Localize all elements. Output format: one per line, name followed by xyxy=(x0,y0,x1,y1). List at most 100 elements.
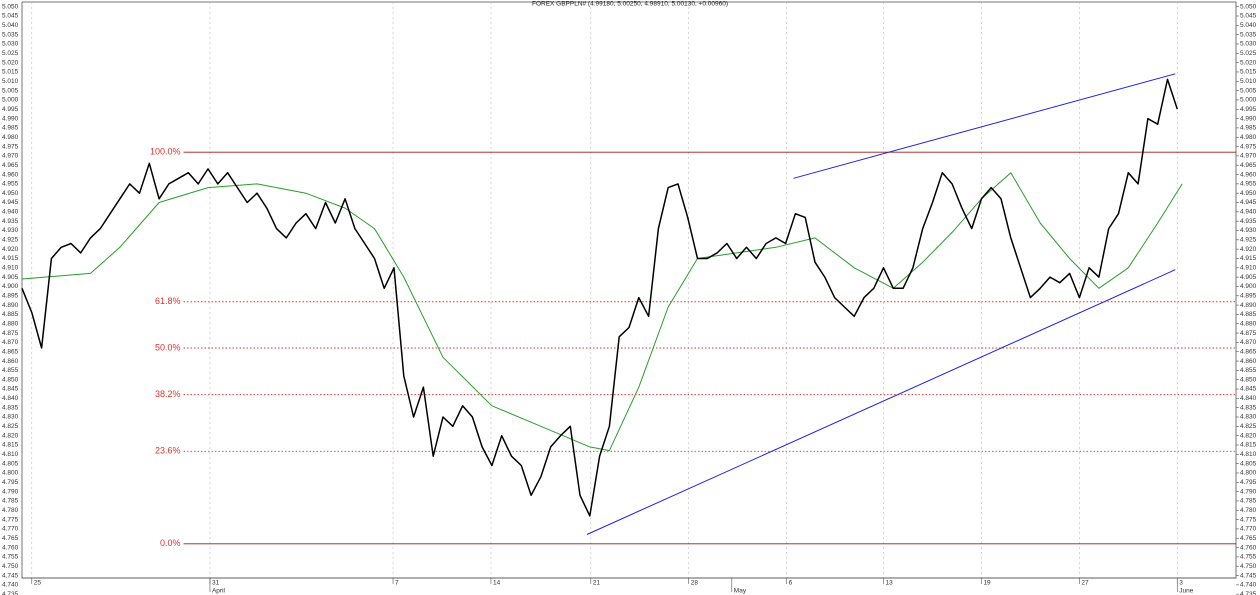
y-tick-label: 5.050 xyxy=(2,3,19,10)
y-tick-label: 4.895 xyxy=(1240,292,1257,299)
y-tick-label: 4.915 xyxy=(2,255,19,262)
y-tick-label: 4.750 xyxy=(1240,563,1257,570)
y-tick-label: 5.045 xyxy=(2,13,19,20)
y-tick-label: 4.810 xyxy=(2,451,19,458)
y-tick-label: 4.840 xyxy=(1240,395,1257,402)
y-tick-label: 4.760 xyxy=(2,544,19,551)
y-tick-label: 4.760 xyxy=(1240,544,1257,551)
x-tick-label: 25 xyxy=(34,580,42,587)
fib-label: 0.0% xyxy=(160,538,181,548)
y-tick-label: 4.735 xyxy=(2,591,19,595)
y-tick-label: 4.870 xyxy=(1240,339,1257,346)
y-tick-label: 4.885 xyxy=(1240,311,1257,318)
y-tick-label: 4.970 xyxy=(2,153,19,160)
y-tick-label: 4.980 xyxy=(1240,134,1257,141)
y-tick-label: 4.965 xyxy=(1240,162,1257,169)
y-tick-label: 4.790 xyxy=(1240,488,1257,495)
y-tick-label: 4.965 xyxy=(2,162,19,169)
y-tick-label: 4.920 xyxy=(2,246,19,253)
y-tick-label: 4.785 xyxy=(1240,498,1257,505)
y-tick-label: 4.970 xyxy=(1240,153,1257,160)
y-tick-label: 4.780 xyxy=(2,507,19,514)
y-tick-label: 4.800 xyxy=(2,470,19,477)
y-tick-label: 4.895 xyxy=(2,292,19,299)
y-tick-label: 4.765 xyxy=(1240,535,1257,542)
y-tick-label: 4.865 xyxy=(2,348,19,355)
y-tick-label: 4.995 xyxy=(1240,106,1257,113)
y-tick-label: 4.900 xyxy=(2,283,19,290)
fib-label: 38.2% xyxy=(155,389,181,399)
y-tick-label: 5.030 xyxy=(1240,41,1257,48)
y-tick-label: 5.035 xyxy=(1240,31,1257,38)
y-tick-label: 4.955 xyxy=(2,181,19,188)
y-tick-label: 4.740 xyxy=(2,582,19,589)
y-tick-label: 4.845 xyxy=(2,386,19,393)
y-tick-label: 4.875 xyxy=(1240,330,1257,337)
y-tick-label: 4.945 xyxy=(2,199,19,206)
y-tick-label: 4.940 xyxy=(2,209,19,216)
y-tick-label: 4.815 xyxy=(2,442,19,449)
y-tick-label: 4.805 xyxy=(2,460,19,467)
fib-label: 61.8% xyxy=(155,296,181,306)
fib-label: 23.6% xyxy=(155,446,181,456)
x-tick-label: 13 xyxy=(886,580,894,587)
y-tick-label: 4.765 xyxy=(2,535,19,542)
y-tick-label: 4.745 xyxy=(1240,572,1257,579)
y-tick-label: 5.005 xyxy=(1240,87,1257,94)
y-tick-label: 4.795 xyxy=(1240,479,1257,486)
y-tick-label: 4.885 xyxy=(2,311,19,318)
y-tick-label: 4.890 xyxy=(2,302,19,309)
y-tick-label: 4.805 xyxy=(1240,460,1257,467)
y-tick-label: 4.825 xyxy=(2,423,19,430)
y-tick-label: 4.980 xyxy=(2,134,19,141)
x-tick-label: 19 xyxy=(983,580,991,587)
y-tick-label: 4.960 xyxy=(2,171,19,178)
price-line xyxy=(21,78,1179,517)
y-tick-label: 5.035 xyxy=(2,31,19,38)
y-tick-label: 4.930 xyxy=(2,227,19,234)
y-tick-label: 4.810 xyxy=(1240,451,1257,458)
y-tick-label: 4.945 xyxy=(1240,199,1257,206)
y-tick-label: 4.990 xyxy=(1240,115,1257,122)
y-tick-label: 4.780 xyxy=(1240,507,1257,514)
y-tick-label: 4.845 xyxy=(1240,386,1257,393)
x-tick-label: 7 xyxy=(395,580,399,587)
overlay-line xyxy=(793,73,1176,179)
y-tick-label: 4.795 xyxy=(2,479,19,486)
y-tick-label: 5.025 xyxy=(2,50,19,57)
y-tick-label: 4.860 xyxy=(2,358,19,365)
y-tick-label: 4.825 xyxy=(1240,423,1257,430)
y-tick-label: 5.030 xyxy=(2,41,19,48)
y-tick-label: 4.820 xyxy=(1240,432,1257,439)
y-tick-label: 4.905 xyxy=(1240,274,1257,281)
y-tick-label: 5.045 xyxy=(1240,13,1257,20)
y-tick-label: 4.960 xyxy=(1240,171,1257,178)
y-tick-label: 4.925 xyxy=(1240,237,1257,244)
x-tick-label: 27 xyxy=(1081,580,1089,587)
overlay-line xyxy=(21,172,1183,452)
y-tick-label: 5.000 xyxy=(2,97,19,104)
y-tick-label: 5.010 xyxy=(1240,78,1257,85)
y-tick-label: 4.835 xyxy=(2,404,19,411)
y-tick-label: 4.775 xyxy=(2,516,19,523)
x-tick-label: 31 xyxy=(212,580,220,587)
y-tick-label: 5.010 xyxy=(2,78,19,85)
y-tick-label: 5.040 xyxy=(1240,22,1257,29)
y-tick-label: 4.880 xyxy=(2,320,19,327)
y-tick-label: 4.830 xyxy=(2,414,19,421)
y-tick-label: 4.995 xyxy=(2,106,19,113)
y-tick-label: 4.785 xyxy=(2,498,19,505)
y-tick-label: 4.910 xyxy=(1240,265,1257,272)
y-tick-label: 5.020 xyxy=(1240,59,1257,66)
x-tick-label: 6 xyxy=(789,580,793,587)
month-label: June xyxy=(1179,588,1193,595)
y-tick-label: 5.050 xyxy=(1240,3,1257,10)
y-tick-label: 4.935 xyxy=(2,218,19,225)
y-tick-label: 4.855 xyxy=(1240,367,1257,374)
y-tick-label: 4.935 xyxy=(1240,218,1257,225)
y-tick-label: 4.920 xyxy=(1240,246,1257,253)
y-tick-label: 4.925 xyxy=(2,237,19,244)
y-tick-label: 4.850 xyxy=(1240,376,1257,383)
y-tick-label: 4.985 xyxy=(2,125,19,132)
